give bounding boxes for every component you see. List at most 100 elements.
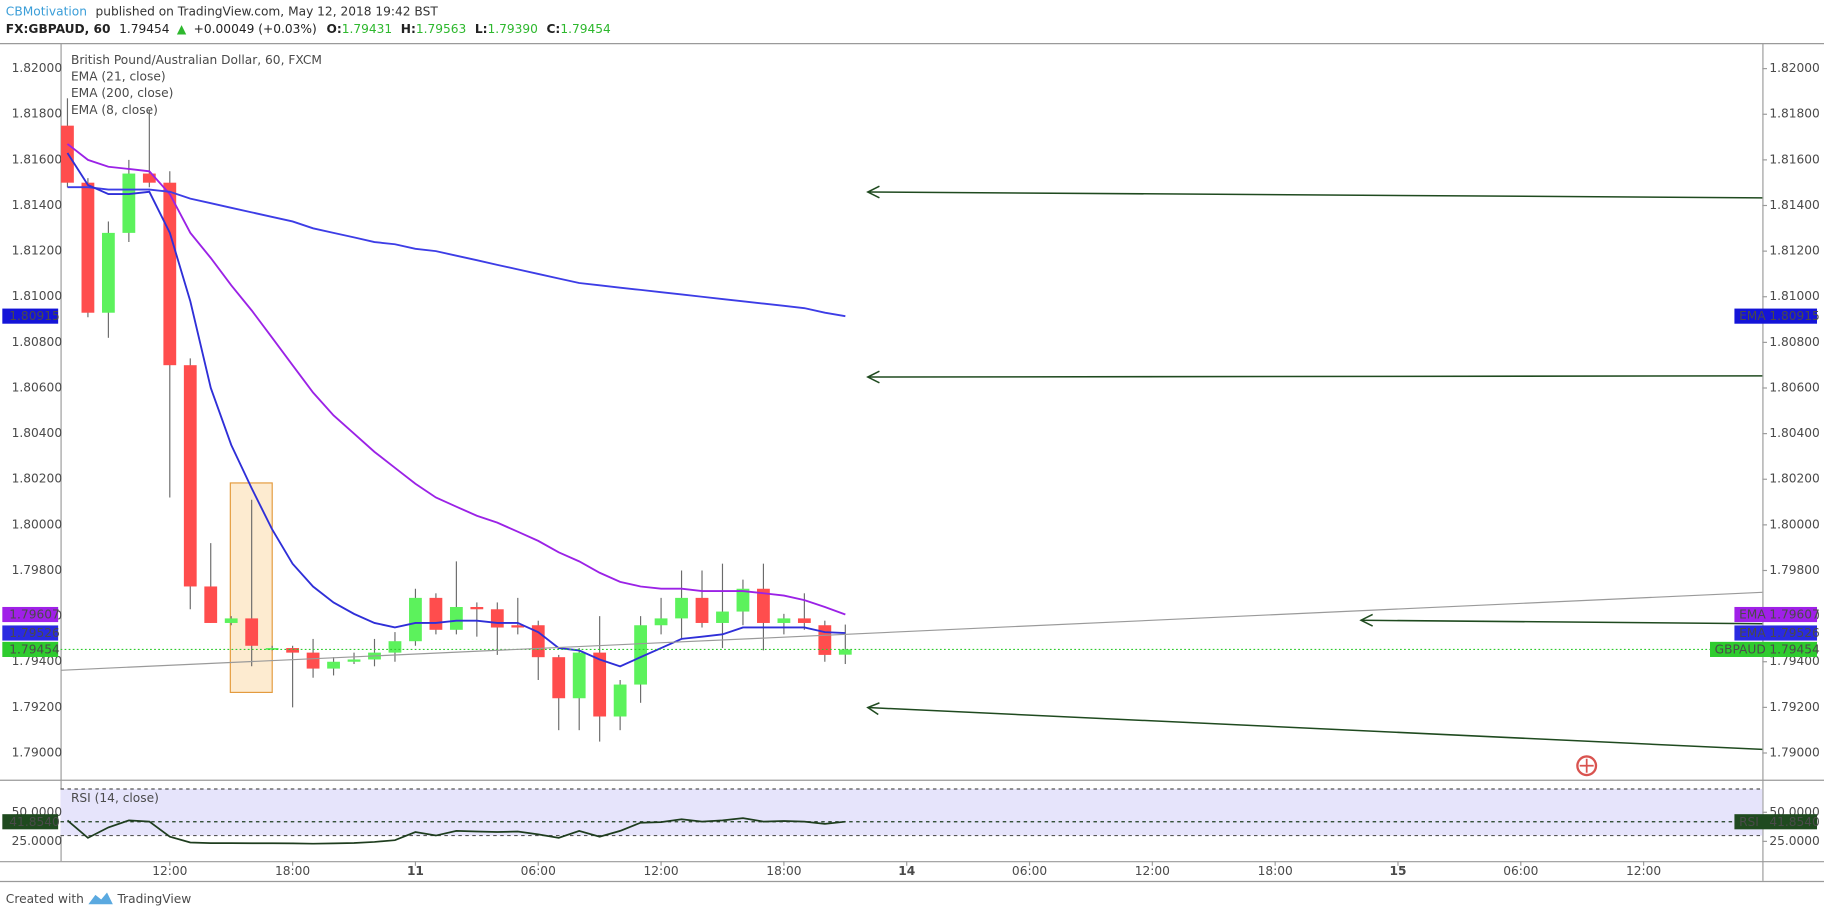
axis-badge-name: EMA [1739,309,1766,323]
y-tick-label: 1.79200 [1769,700,1819,714]
axis-badge [1734,606,1818,623]
y-tick-label: 25.0000 [12,834,62,848]
candle-body [163,182,177,366]
x-tick-label: 12:00 [1135,864,1170,878]
candle-body [593,652,607,717]
axis-badge-name: EMA [1739,608,1766,622]
y-tick-label: 1.79800 [1769,563,1819,577]
y-tick-label: 1.79000 [1769,745,1819,759]
change: +0.00049 (+0.03%) [194,22,317,36]
footer-brand[interactable]: TradingView [116,892,191,906]
series-line [66,817,846,845]
price-badge-value: 1.79454 [9,643,60,657]
frame [0,43,1824,883]
candle-body [695,597,709,623]
y-tick-label: 1.82000 [12,61,62,75]
candle-body [634,625,648,685]
y-tick-label: 1.81200 [12,244,62,258]
legend-entry: RSI (14, close) [71,791,159,805]
arrow-line [867,706,1763,751]
axis-badge-name: GBPAUD [1715,643,1766,657]
x-tick-label: 14 [898,864,915,878]
x-tick-label: 12:00 [152,864,187,878]
rsi-band [60,788,1763,836]
x-tick-label: 18:00 [1258,864,1293,878]
y-tick-label: 1.81800 [12,107,62,121]
candle-body [654,618,668,626]
header-line: CBMotivation published on TradingView.co… [6,4,439,18]
ohlc-label: L: [475,22,488,36]
candle-body [245,618,259,646]
axis-badge-value: 41.8540 [1769,815,1819,829]
candle-body [327,661,340,669]
candle-body [286,648,300,653]
x-tick-label: 06:00 [521,864,556,878]
change-arrow: ▲ [177,22,187,36]
y-tick-label: 1.81400 [1769,198,1819,212]
candle-body [838,649,852,655]
event-icon[interactable] [1576,755,1598,777]
price-badge-value: 41.8540 [9,815,59,829]
legend-entry: EMA (21, close) [71,69,166,83]
legend-title: British Pound/Australian Dollar, 60, FXC… [71,53,322,67]
axis-badge-name: RSI [1739,815,1759,829]
candle-body [777,618,791,623]
ohlc-value: 1.79563 [416,22,466,36]
candle-body [347,659,361,662]
y-tick-label: 1.80800 [1769,335,1819,349]
ohlc-label: H: [401,22,416,36]
candle-body [470,606,484,610]
y-tick-label: 1.80600 [12,380,62,394]
symbol: FX:GBPAUD, 60 [6,22,111,36]
y-tick-label: 1.79800 [12,563,62,577]
arrow-head [866,185,880,199]
price-badge [2,308,59,324]
candle-body [204,586,218,623]
candle-body [490,609,504,628]
candle-body [613,684,627,717]
series-line [66,152,846,668]
y-tick-label: 1.81400 [12,198,62,212]
candle-body [306,652,320,669]
x-tick-label: 11 [407,864,424,878]
x-tick-label: 18:00 [275,864,310,878]
drawings [60,185,1763,751]
price-badge-value: 1.79607 [9,608,59,622]
y-tick-label: 1.80400 [1769,426,1819,440]
candle-body [265,648,279,650]
candle-body [409,597,422,642]
series-line [66,143,846,616]
quote-line: FX:GBPAUD, 60 1.79454 ▲ +0.00049 (+0.03%… [6,22,611,36]
y-tick-label: 1.79400 [12,654,62,668]
candle-body [757,588,770,623]
series-line [67,186,846,318]
axis-badge-value: 1.79607 [1769,608,1819,622]
candle-body [101,232,115,313]
arrow-head [866,702,880,716]
y-tick-label: 1.81000 [1769,289,1819,303]
legend-entry: EMA (8, close) [71,103,158,117]
candle-body [818,625,832,655]
brand-logo[interactable] [88,892,113,905]
axis-badge-name: EMA [1739,626,1766,640]
candle-body [142,173,156,183]
trend-line [60,591,1763,671]
price-badge [2,606,59,623]
author[interactable]: CBMotivation [6,4,87,18]
candle-body [122,173,136,233]
legend-entry: EMA (200, close) [71,86,173,100]
x-tick-label: 12:00 [1626,864,1661,878]
candle-body [449,606,463,630]
y-tick-label: 1.80000 [12,517,62,531]
candle-body [224,618,238,623]
y-tick-label: 1.80800 [12,335,62,349]
ohlc-label: C: [546,22,560,36]
y-tick-label: 1.79400 [1769,654,1819,668]
arrow-line [867,375,1763,378]
ohlc-value: 1.79431 [342,22,392,36]
footer-created: Created with [6,892,84,906]
y-tick-label: 1.81600 [1769,152,1819,166]
candle-body [736,588,750,612]
